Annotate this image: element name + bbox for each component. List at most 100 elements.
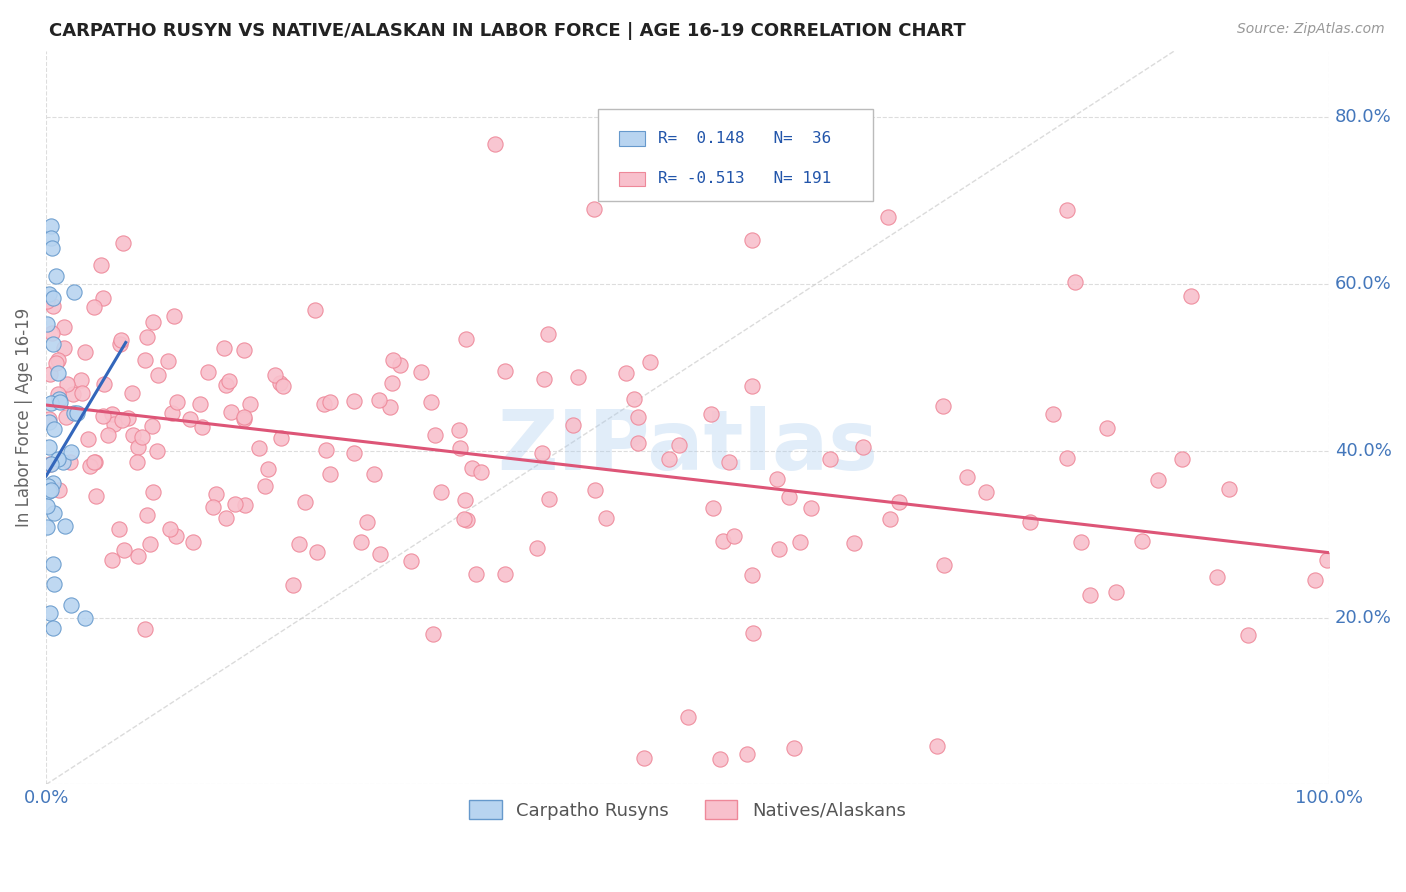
Point (146, 444, 169, 458)
Point (454, 492, 477, 507)
Point (142, 315, 165, 329)
Point (1147, 473, 1170, 487)
Point (62, 387, 84, 401)
Point (668, 438, 690, 452)
Point (179, 412, 201, 426)
Point (90, 258, 112, 272)
Point (494, 363, 516, 377)
Point (263, 368, 285, 383)
Point (1056, 451, 1078, 466)
Point (315, 443, 337, 458)
Point (582, 202, 605, 216)
Point (110, 333, 132, 347)
Point (108, 337, 131, 351)
Point (741, 379, 763, 393)
Point (59, 455, 82, 469)
Point (233, 412, 256, 426)
Point (44, 422, 66, 436)
Point (319, 467, 342, 481)
Point (45, 268, 67, 283)
Point (889, 495, 911, 509)
Point (134, 622, 156, 636)
Point (38, 440, 60, 454)
Point (224, 497, 246, 511)
Point (420, 395, 443, 409)
Point (39, 483, 62, 498)
Point (46, 366, 69, 380)
Point (368, 547, 391, 561)
Point (562, 418, 585, 433)
Point (741, 233, 763, 247)
Point (46, 387, 69, 401)
Point (1237, 628, 1260, 642)
Text: Source: ZipAtlas.com: Source: ZipAtlas.com (1237, 22, 1385, 37)
Point (343, 446, 366, 460)
Point (623, 392, 645, 406)
Point (42, 577, 65, 591)
Point (38, 411, 60, 425)
Point (212, 342, 235, 356)
Point (676, 710, 699, 724)
Point (526, 541, 548, 555)
Point (877, 211, 900, 225)
Point (148, 368, 170, 383)
Point (56, 376, 79, 391)
Point (711, 534, 734, 549)
Point (37, 479, 59, 493)
Text: R= -0.513   N= 191: R= -0.513 N= 191 (658, 171, 831, 186)
Point (41, 231, 63, 245)
Point (429, 485, 451, 500)
Point (83, 455, 105, 469)
Point (75, 611, 97, 625)
Point (37, 499, 59, 513)
Point (166, 395, 188, 409)
Point (215, 510, 238, 524)
Text: CARPATHO RUSYN VS NATIVE/ALASKAN IN LABOR FORCE | AGE 16-19 CORRELATION CHART: CARPATHO RUSYN VS NATIVE/ALASKAN IN LABO… (49, 22, 966, 40)
Point (367, 392, 389, 407)
Point (614, 366, 637, 380)
Point (766, 472, 789, 486)
Point (49, 394, 72, 409)
Point (934, 558, 956, 573)
Point (39, 396, 62, 410)
Point (205, 487, 228, 501)
Text: ZIPatlas: ZIPatlas (496, 407, 877, 487)
Point (1104, 585, 1126, 599)
Point (221, 405, 243, 419)
Point (818, 452, 841, 467)
Point (314, 397, 336, 411)
Point (1056, 202, 1078, 217)
Point (307, 544, 329, 558)
Point (449, 442, 471, 456)
Point (131, 430, 153, 444)
Point (218, 374, 240, 388)
Point (62, 406, 84, 420)
Point (461, 461, 484, 475)
Point (1171, 451, 1194, 466)
Point (567, 370, 589, 384)
Point (494, 567, 516, 582)
Point (381, 376, 404, 390)
Text: 20.0%: 20.0% (1336, 608, 1392, 627)
Point (100, 408, 122, 422)
Point (537, 326, 560, 341)
Point (388, 358, 411, 372)
FancyBboxPatch shape (620, 131, 645, 145)
Point (111, 413, 134, 427)
Point (470, 466, 492, 480)
Point (46, 353, 69, 368)
Point (1130, 534, 1153, 549)
Point (76, 432, 98, 446)
Point (1305, 573, 1327, 587)
Point (638, 354, 661, 368)
Point (39, 457, 62, 471)
Point (37, 519, 59, 533)
Point (52, 455, 75, 469)
Point (356, 515, 378, 529)
Point (768, 541, 790, 556)
Point (1078, 588, 1101, 602)
Point (879, 512, 901, 526)
Point (270, 431, 292, 445)
Point (59, 598, 82, 612)
Text: 40.0%: 40.0% (1336, 442, 1392, 460)
